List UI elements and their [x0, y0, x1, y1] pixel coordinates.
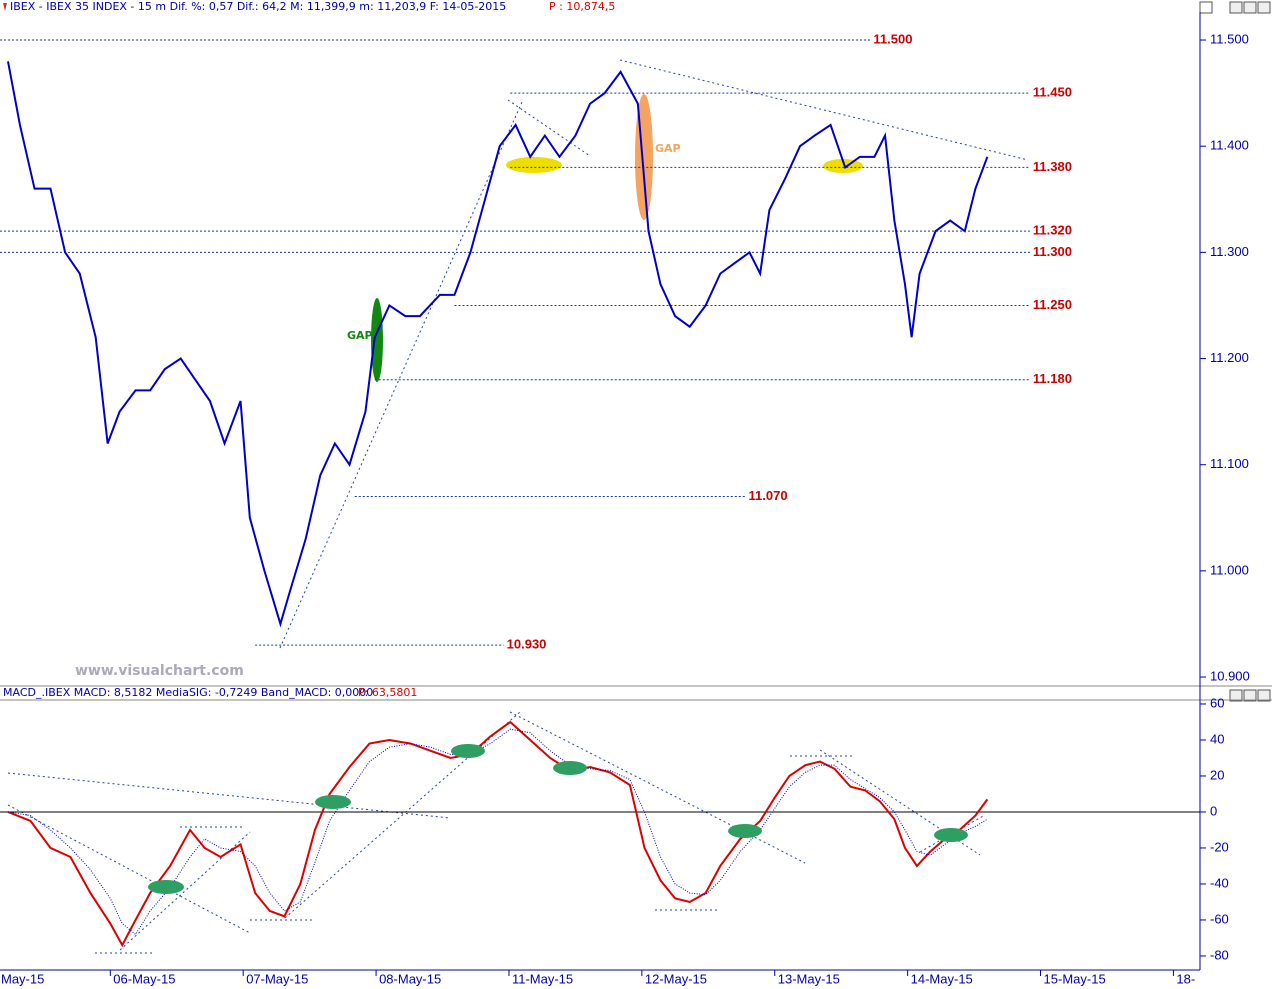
- plot: 11.500 11.450 11.380 11.320 11.300 11.250 11.1…: [0, 31, 1200, 986]
- crossing-marker: [934, 828, 968, 842]
- x-tick-label: 08-May-15: [379, 971, 441, 986]
- x-tick-label: 14-May-15: [911, 971, 973, 986]
- series-line: [7, 720, 989, 948]
- y-tick-label: 11.500: [1210, 31, 1249, 46]
- x-tick-label: 06-May-15: [113, 971, 175, 986]
- y-tick-label: -60: [1210, 911, 1229, 926]
- level-label: 11.450: [1033, 85, 1072, 100]
- button[interactable]: [1257, 1, 1271, 14]
- x-tick-label: 13-May-15: [778, 971, 840, 986]
- level-label: 11.180: [1033, 371, 1072, 386]
- level-label: 11.300: [1033, 244, 1072, 259]
- button[interactable]: [1199, 1, 1213, 14]
- x-tick-label: 12-May-15: [645, 971, 707, 986]
- x-tick-label: 11-May-15: [512, 971, 573, 986]
- corner-icon: [3, 3, 7, 11]
- level-label: 11.250: [1033, 297, 1072, 312]
- y-tick-label: 10.900: [1210, 668, 1250, 683]
- annotation: GAP: [655, 142, 681, 155]
- y-tick-label: 11.100: [1210, 456, 1249, 471]
- series-line: [7, 728, 988, 936]
- level-label: 11.500: [873, 31, 912, 46]
- level-label: 10.930: [507, 637, 547, 652]
- x-tick-label: 07-May-15: [246, 971, 308, 986]
- window-buttons[interactable]: [1199, 1, 1271, 702]
- macd-crossings: [148, 744, 968, 894]
- crossing-marker: [315, 795, 351, 809]
- y-tick-label: 0: [1210, 803, 1217, 818]
- trend-line: [509, 711, 806, 864]
- level-label: 11.380: [1033, 159, 1072, 174]
- trend-line: [507, 99, 591, 157]
- button[interactable]: [1243, 689, 1257, 702]
- trend-line: [619, 59, 1029, 161]
- y-tick-label: 40: [1210, 731, 1224, 746]
- y-tick-label: 11.300: [1210, 244, 1249, 259]
- y-tick-label: -80: [1210, 947, 1229, 962]
- series-line: [6, 61, 989, 628]
- button[interactable]: [1257, 689, 1271, 702]
- crossing-marker: [148, 880, 184, 894]
- trend-line: [284, 711, 521, 919]
- y-tick-label: 11.200: [1210, 350, 1249, 365]
- macd-title: MACD_.IBEX MACD: 8,5182 MediaSIG: -0,724…: [3, 686, 373, 699]
- x-tick-label: May-15: [1, 971, 44, 986]
- trend-line: [819, 749, 981, 856]
- level-label: 11.070: [749, 488, 788, 503]
- gap-marker: [371, 298, 383, 382]
- trend-line: [7, 772, 451, 819]
- button[interactable]: [1243, 1, 1257, 14]
- support-marker: [506, 157, 562, 173]
- y-tick-label: -20: [1210, 839, 1229, 854]
- chart-subtitle: P : 10,874,5: [549, 0, 615, 13]
- y-tick-label: 11.000: [1210, 562, 1249, 577]
- x-tick-label: 18-: [1176, 971, 1195, 986]
- y-tick-label: 11.400: [1210, 138, 1249, 153]
- trend-line: [7, 804, 251, 934]
- annotation: GAP: [347, 329, 373, 342]
- y-tick-label: -40: [1210, 875, 1229, 890]
- watermark: www.visualchart.com: [75, 663, 244, 679]
- x-tick-label: 15-May-15: [1044, 971, 1106, 986]
- level-label: 11.320: [1033, 223, 1072, 238]
- button[interactable]: [1229, 1, 1243, 14]
- axes: 11.500 11.400 11.300 11.200 11.100 11.000 10.9…: [109, 31, 1250, 976]
- chart-title: IBEX - IBEX 35 INDEX - 15 m Dif. %: 0,57…: [10, 0, 506, 13]
- crossing-marker: [553, 761, 587, 775]
- y-tick-label: 60: [1210, 695, 1224, 710]
- macd-subtitle: P: 63,5801: [358, 686, 417, 699]
- crossing-marker: [728, 824, 762, 838]
- crossing-marker: [451, 744, 485, 758]
- button[interactable]: [1229, 689, 1243, 702]
- y-tick-label: 20: [1210, 767, 1224, 782]
